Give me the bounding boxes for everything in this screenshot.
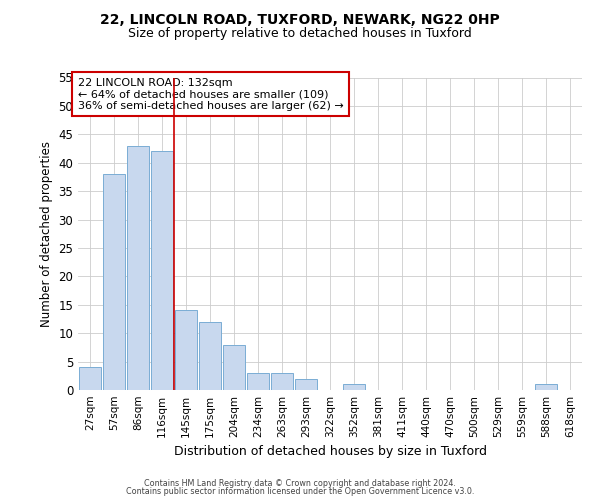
Bar <box>151 152 173 390</box>
Bar <box>103 174 125 390</box>
Bar <box>79 368 101 390</box>
Text: Contains HM Land Registry data © Crown copyright and database right 2024.: Contains HM Land Registry data © Crown c… <box>144 478 456 488</box>
Bar <box>343 384 365 390</box>
Text: 22, LINCOLN ROAD, TUXFORD, NEWARK, NG22 0HP: 22, LINCOLN ROAD, TUXFORD, NEWARK, NG22 … <box>100 12 500 26</box>
Bar <box>175 310 197 390</box>
Bar <box>127 146 149 390</box>
Text: Size of property relative to detached houses in Tuxford: Size of property relative to detached ho… <box>128 28 472 40</box>
Bar <box>295 378 317 390</box>
Bar <box>247 373 269 390</box>
X-axis label: Distribution of detached houses by size in Tuxford: Distribution of detached houses by size … <box>173 446 487 458</box>
Y-axis label: Number of detached properties: Number of detached properties <box>40 141 53 327</box>
Bar <box>271 373 293 390</box>
Bar <box>535 384 557 390</box>
Bar <box>223 344 245 390</box>
Bar <box>199 322 221 390</box>
Text: Contains public sector information licensed under the Open Government Licence v3: Contains public sector information licen… <box>126 488 474 496</box>
Text: 22 LINCOLN ROAD: 132sqm
← 64% of detached houses are smaller (109)
36% of semi-d: 22 LINCOLN ROAD: 132sqm ← 64% of detache… <box>78 78 344 110</box>
